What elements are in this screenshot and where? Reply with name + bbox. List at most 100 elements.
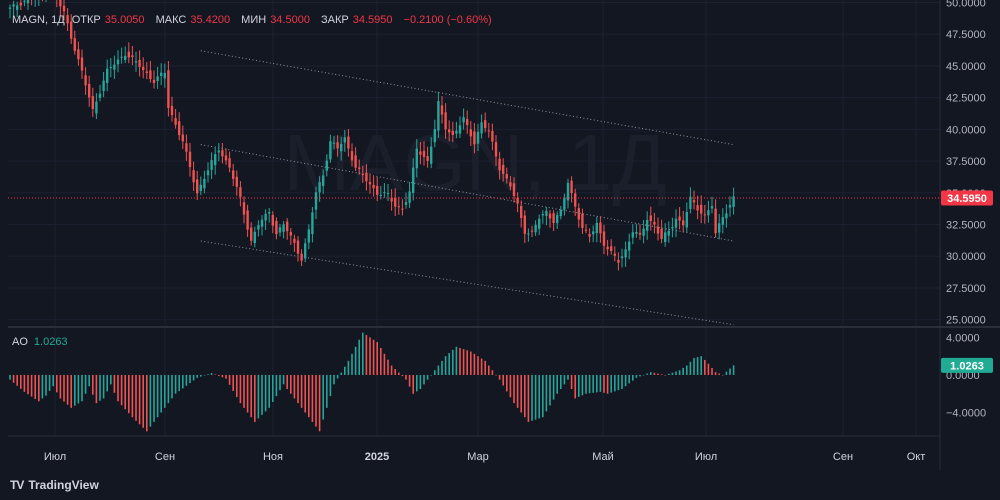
candle-body[interactable] <box>602 231 606 246</box>
candle-body[interactable] <box>707 210 710 216</box>
candle-body[interactable] <box>124 55 127 60</box>
candle-body[interactable] <box>552 213 555 223</box>
candle-body[interactable] <box>383 192 386 194</box>
candle-body[interactable] <box>296 240 300 254</box>
candle-body[interactable] <box>696 205 699 211</box>
candle-body[interactable] <box>451 130 454 135</box>
candle-body[interactable] <box>462 117 465 123</box>
candle-body[interactable] <box>271 214 274 226</box>
candle-body[interactable] <box>455 130 458 134</box>
candle-body[interactable] <box>660 228 663 239</box>
candle-body[interactable] <box>91 96 94 109</box>
candle-body[interactable] <box>246 210 249 230</box>
candle-body[interactable] <box>674 218 678 228</box>
candle-body[interactable] <box>73 38 76 51</box>
candle-body[interactable] <box>728 205 732 208</box>
candle-body[interactable] <box>181 134 184 142</box>
candle-body[interactable] <box>703 214 706 216</box>
candle-body[interactable] <box>548 213 552 219</box>
candle-body[interactable] <box>268 212 271 214</box>
candle-body[interactable] <box>422 150 426 157</box>
candle-body[interactable] <box>448 129 451 133</box>
candle-body[interactable] <box>221 150 224 157</box>
candle-body[interactable] <box>595 222 598 233</box>
candle-body[interactable] <box>433 129 436 143</box>
candle-body[interactable] <box>566 182 570 201</box>
candle-body[interactable] <box>653 221 656 225</box>
candle-body[interactable] <box>732 196 735 207</box>
candle-body[interactable] <box>289 231 292 236</box>
ao-axis[interactable]: 4.0000 0.0000 −4.0000 <box>946 332 986 419</box>
candle-body[interactable] <box>685 212 688 228</box>
candle-body[interactable] <box>678 216 681 221</box>
candle-body[interactable] <box>379 194 382 196</box>
candle-body[interactable] <box>314 192 318 210</box>
candle-body[interactable] <box>250 227 253 241</box>
candle-body[interactable] <box>318 182 321 193</box>
candle-body[interactable] <box>66 15 69 24</box>
candle-body[interactable] <box>365 172 368 182</box>
candle-body[interactable] <box>152 79 156 83</box>
candle-body[interactable] <box>235 176 238 187</box>
candle-body[interactable] <box>350 151 354 161</box>
candle-body[interactable] <box>264 213 267 221</box>
candle-body[interactable] <box>188 151 192 168</box>
candle-body[interactable] <box>214 154 217 166</box>
candle-body[interactable] <box>530 230 534 232</box>
candle-body[interactable] <box>368 182 372 185</box>
candle-body[interactable] <box>149 70 152 80</box>
candle-body[interactable] <box>426 156 429 161</box>
price-axis[interactable]: 25.000027.500030.000032.500035.000037.50… <box>946 0 986 327</box>
candle-body[interactable] <box>98 93 102 98</box>
candle-body[interactable] <box>275 220 278 235</box>
candle-body[interactable] <box>260 219 264 227</box>
candle-body[interactable] <box>502 164 505 174</box>
candle-body[interactable] <box>545 210 548 216</box>
candles-series[interactable] <box>8 0 735 271</box>
candle-body[interactable] <box>412 167 415 193</box>
candle-body[interactable] <box>628 241 631 251</box>
candle-body[interactable] <box>196 179 199 194</box>
candle-body[interactable] <box>444 112 447 130</box>
candle-body[interactable] <box>311 212 314 235</box>
candle-body[interactable] <box>293 238 296 243</box>
candle-body[interactable] <box>692 200 696 203</box>
candle-body[interactable] <box>714 208 717 234</box>
ao-legend[interactable]: AO 1.0263 <box>12 336 68 348</box>
candle-body[interactable] <box>199 184 202 191</box>
candle-body[interactable] <box>588 234 591 237</box>
candle-body[interactable] <box>120 56 123 58</box>
candle-body[interactable] <box>505 174 508 179</box>
candle-body[interactable] <box>494 142 498 157</box>
candle-body[interactable] <box>156 76 159 82</box>
candle-body[interactable] <box>361 173 364 175</box>
candle-body[interactable] <box>278 227 282 233</box>
candle-body[interactable] <box>95 101 98 114</box>
candle-body[interactable] <box>127 51 130 58</box>
candle-body[interactable] <box>239 187 242 197</box>
candle-body[interactable] <box>574 193 577 207</box>
candle-body[interactable] <box>332 142 336 144</box>
candle-body[interactable] <box>322 175 325 186</box>
chart-legend[interactable]: MAGN, 1Д ОТКР 35.0050 МАКС 35.4200 МИН 34.5… <box>12 14 496 26</box>
candle-body[interactable] <box>700 204 703 214</box>
candle-body[interactable] <box>538 218 541 229</box>
candle-body[interactable] <box>509 182 512 187</box>
candle-body[interactable] <box>610 246 613 251</box>
time-axis[interactable]: Июл Сен Ноя 2025 Мар Май Июл Сен Окт <box>44 451 925 463</box>
candle-body[interactable] <box>131 55 134 58</box>
candle-body[interactable] <box>192 170 195 183</box>
candle-body[interactable] <box>484 120 487 129</box>
candle-body[interactable] <box>613 253 616 256</box>
candle-body[interactable] <box>358 167 361 169</box>
ao-histogram[interactable] <box>9 332 735 432</box>
candle-body[interactable] <box>624 249 627 258</box>
candle-body[interactable] <box>466 119 469 126</box>
candle-body[interactable] <box>563 197 566 210</box>
candle-body[interactable] <box>534 224 537 233</box>
candle-body[interactable] <box>142 66 145 71</box>
candle-body[interactable] <box>638 232 642 235</box>
candle-body[interactable] <box>725 213 728 219</box>
